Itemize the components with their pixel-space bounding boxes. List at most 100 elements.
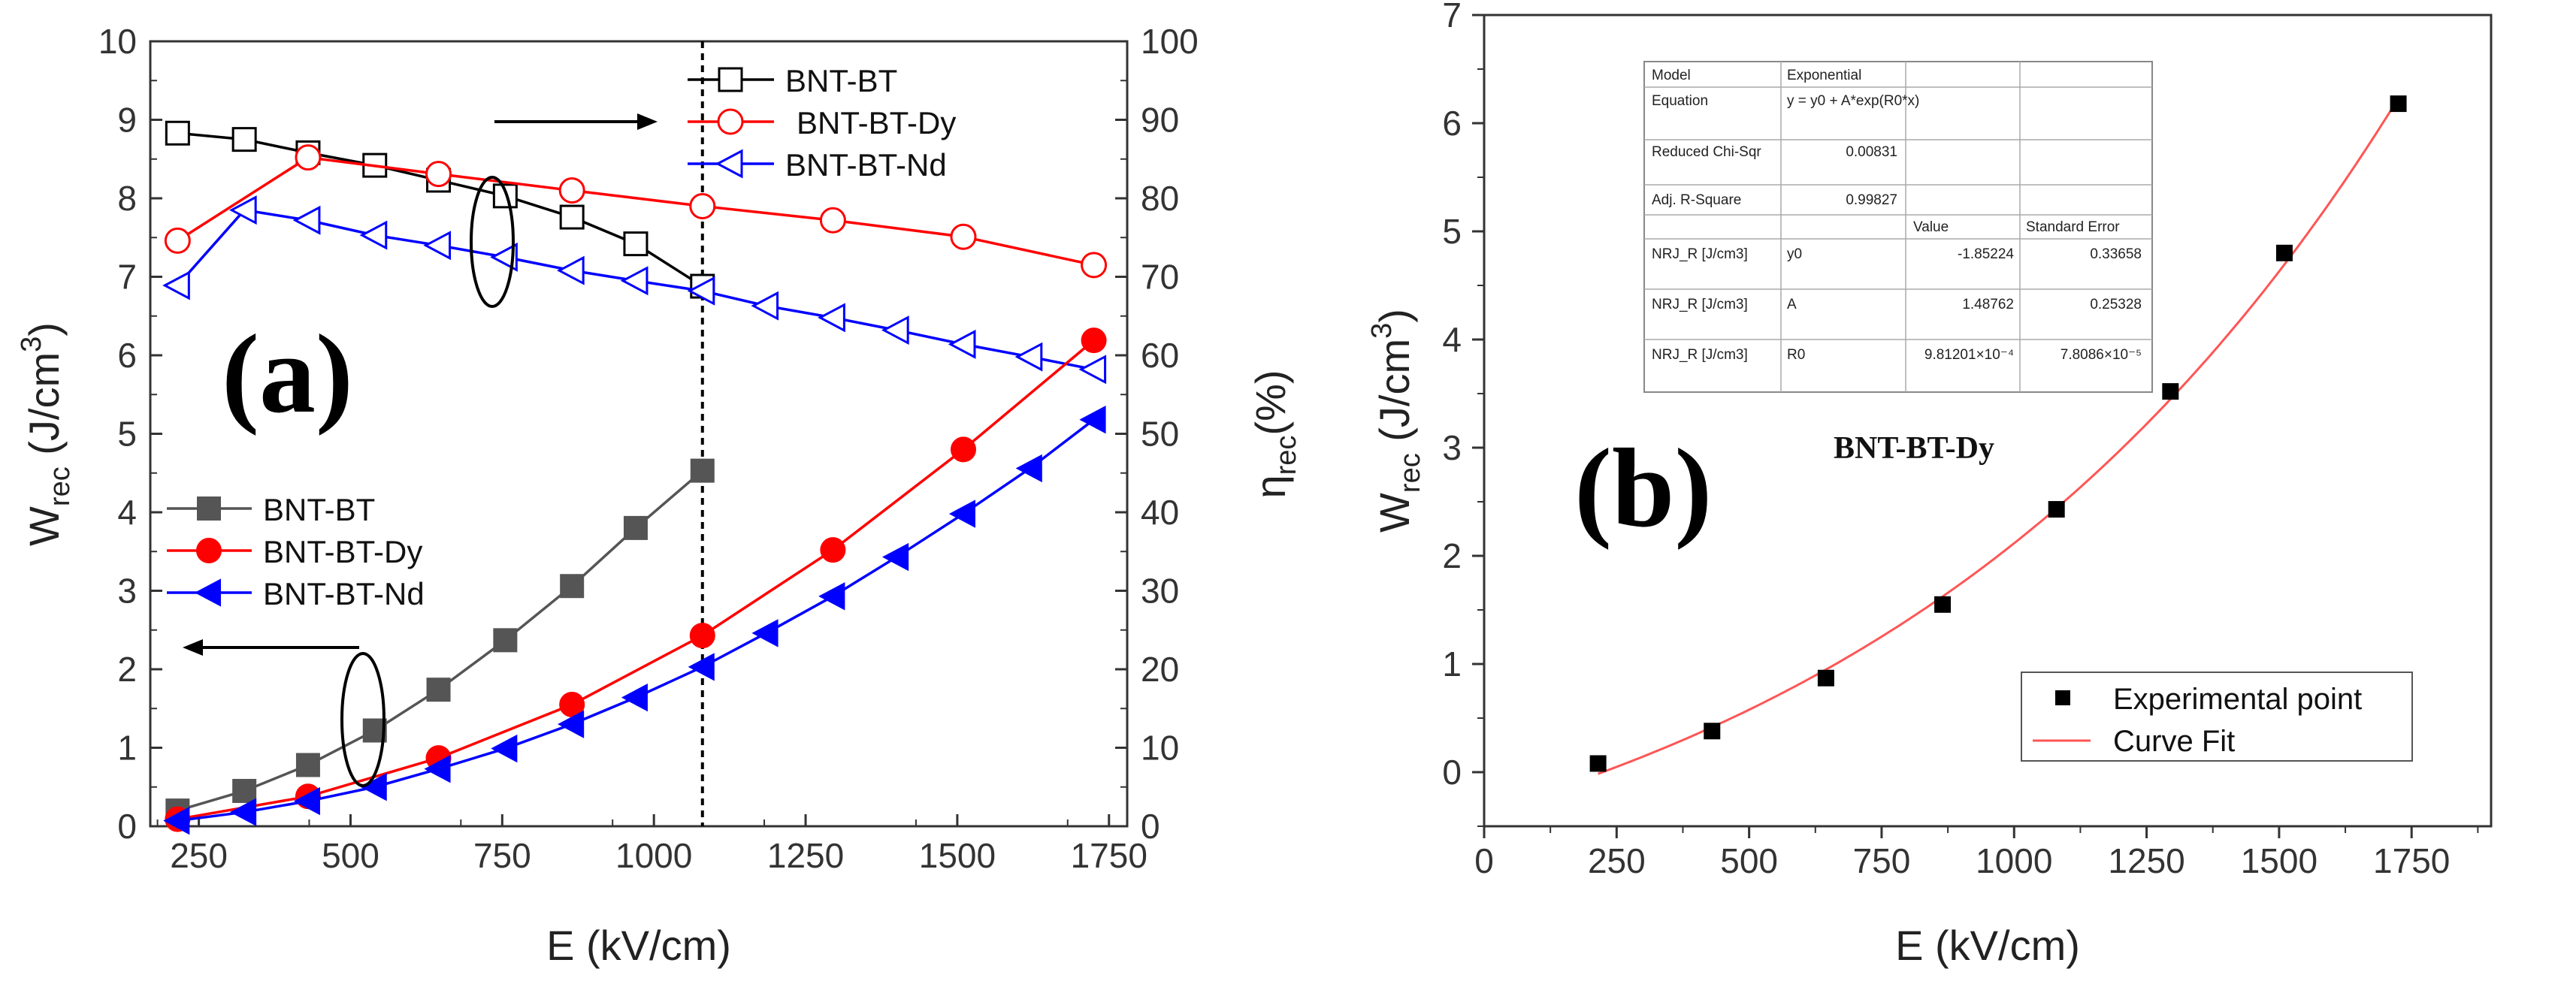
right-y-tick-label: 20 (1141, 650, 1179, 689)
x-tick-label: 250 (170, 836, 228, 875)
x-tick-label: 1000 (1976, 841, 2052, 880)
left-y-tick-label: 6 (117, 336, 137, 375)
legend-w: BNT-BT BNT-BT-Dy BNT-BT-Nd (167, 492, 425, 611)
table-cell: 9.81201×10⁻⁴ (1924, 347, 2014, 363)
experimental-point (2162, 383, 2179, 400)
y-tick-label: 6 (1442, 104, 1462, 143)
right-y-tick-label: 30 (1141, 572, 1179, 611)
eta-data-point (295, 144, 322, 171)
eta-data-point (1078, 355, 1107, 385)
left-y-tick-label: 5 (117, 415, 137, 454)
eta-arrowhead (637, 113, 658, 130)
x-tick-label: 500 (1720, 841, 1778, 880)
table-cell: Model (1652, 68, 1691, 83)
legend-eta-label-bnt-bt: BNT-BT (785, 63, 897, 98)
legend-b-fit-label: Curve Fit (2113, 725, 2235, 758)
left-y-tick-label: 1 (117, 729, 137, 768)
w-data-point (163, 807, 190, 835)
w-data-point (1079, 406, 1106, 434)
experimental-point (1934, 596, 1952, 613)
w-data-point (1081, 327, 1107, 354)
panel-a-x-label: E (kV/cm) (546, 922, 731, 969)
legend-eta-marker (717, 108, 744, 135)
x-tick-label: 250 (1588, 841, 1646, 880)
w-data-point (230, 798, 257, 826)
right-y-tick-label: 40 (1141, 493, 1179, 532)
panel-a: 250 500 750 1000 1250 1500 1750 0 1 2 3 4 5 6 7 8 9 10 0… (16, 22, 1302, 969)
eta-data-point (689, 192, 716, 219)
eta-data-point (1081, 252, 1108, 279)
eta-data-point (425, 161, 452, 188)
w-data-point (689, 623, 715, 649)
y-tick-label: 2 (1442, 536, 1462, 575)
eta-data-point (751, 291, 779, 321)
eta-data-point (423, 231, 452, 261)
w-data-point (950, 436, 976, 463)
eta-data-point (558, 177, 585, 204)
table-cell: NRJ_R [J/cm3] (1652, 246, 1748, 262)
w-data-point (426, 678, 451, 702)
right-y-tick-label: 80 (1141, 179, 1179, 218)
table-cell: A (1787, 297, 1797, 312)
panel-b: 0 250 500 750 1000 1250 1500 1750 0 1 2 3 4 5 6 7 Mode… (1366, 0, 2493, 969)
eta-data-point (292, 205, 321, 235)
right-y-tick-label: 10 (1141, 729, 1179, 768)
x-tick-label: 1500 (919, 836, 996, 875)
table-cell: 0.00831 (1846, 144, 1897, 160)
y-tick-label: 7 (1442, 0, 1462, 35)
eta-data-point (819, 207, 846, 234)
legend-w-label-nd: BNT-BT-Nd (263, 576, 425, 611)
w-data-point (623, 515, 648, 540)
table-cell: 7.8086×10⁻⁵ (2060, 347, 2142, 363)
w-data-point (690, 458, 715, 483)
w-data-point (688, 653, 715, 681)
y-tick-label: 5 (1442, 212, 1462, 251)
table-cell: 1.48762 (1962, 297, 2014, 312)
x-tick-label: 1250 (767, 836, 844, 875)
right-y-tick-label: 60 (1141, 336, 1179, 375)
legend-w-marker (197, 496, 221, 521)
w-data-point (424, 755, 451, 783)
w-data-point (948, 500, 975, 528)
eta-data-point (490, 242, 518, 272)
table-cell: Value (1913, 219, 1949, 235)
w-data-point (360, 773, 387, 801)
x-tick-label: 500 (322, 836, 379, 875)
w-data-point (751, 619, 779, 647)
y-tick-label: 0 (1442, 753, 1462, 792)
legend-eta-marker (715, 149, 743, 179)
x-tick-label: 1250 (2108, 841, 2184, 880)
x-tick-label: 1000 (615, 836, 692, 875)
table-cell: 0.33658 (2090, 246, 2142, 262)
experimental-point (1704, 723, 1721, 740)
x-tick-label: 1750 (1071, 836, 1147, 875)
w-data-point (820, 537, 846, 563)
experimental-point (1817, 669, 1834, 687)
eta-data-point (556, 255, 585, 285)
table-cell: Reduced Chi-Sqr (1652, 144, 1761, 160)
w-data-point (232, 778, 257, 803)
legend-w-label-bnt-bt: BNT-BT (263, 492, 375, 527)
legend-eta: BNT-BT BNT-BT-Dy BNT-BT-Nd (688, 63, 956, 183)
x-tick-label: 750 (1853, 841, 1911, 880)
panel-b-frame (1483, 14, 2493, 828)
right-y-tick-label: 100 (1141, 22, 1199, 61)
x-tick-label: 750 (473, 836, 531, 875)
table-cell: 0.25328 (2090, 297, 2142, 312)
eta-data-point (818, 303, 845, 333)
panel-a-label: (a) (222, 312, 353, 436)
w-data-point (293, 786, 320, 816)
left-y-tick-label: 10 (98, 22, 137, 61)
eta-data-point (1014, 342, 1043, 372)
eta-group-ellipse (470, 176, 515, 308)
left-y-tick-label: 8 (117, 179, 137, 218)
w-data-point (560, 574, 585, 599)
panel-a-left-y-label: Wrec (J/cm3) (16, 322, 76, 546)
panel-b-x-label: E (kV/cm) (1895, 922, 2080, 969)
right-y-tick-label: 70 (1141, 258, 1179, 297)
left-y-tick-label: 0 (117, 807, 137, 846)
eta-data-point (623, 231, 649, 257)
panel-b-label: (b) (1574, 426, 1712, 551)
table-cell: Equation (1652, 93, 1708, 109)
legend-b-frame (2021, 672, 2413, 762)
